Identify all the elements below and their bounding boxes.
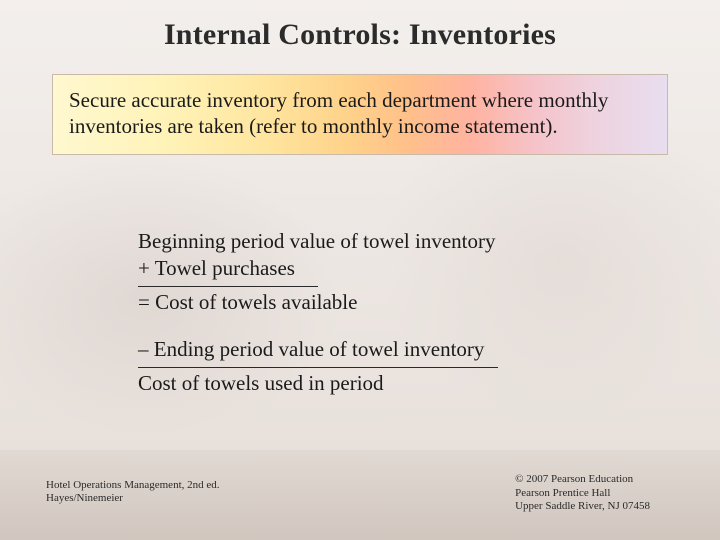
- slide: Internal Controls: Inventories Secure ac…: [0, 0, 720, 540]
- calc-line-1: Beginning period value of towel inventor…: [138, 228, 608, 255]
- slide-title: Internal Controls: Inventories: [0, 18, 720, 52]
- callout-box: Secure accurate inventory from each depa…: [52, 74, 668, 155]
- rule-after-ending: [138, 367, 498, 368]
- footer-right-line1: © 2007 Pearson Education: [515, 473, 650, 487]
- rule-after-purchases: [138, 286, 318, 287]
- footer-left-line2: Hayes/Ninemeier: [46, 492, 220, 506]
- footer-right-line2: Pearson Prentice Hall: [515, 487, 650, 501]
- calc-line-3: = Cost of towels available: [138, 289, 608, 316]
- calc-line-5: Cost of towels used in period: [138, 370, 608, 397]
- footer-left: Hotel Operations Management, 2nd ed. Hay…: [46, 479, 220, 507]
- calc-line-4: – Ending period value of towel inventory: [138, 336, 608, 363]
- footer-right-line3: Upper Saddle River, NJ 07458: [515, 500, 650, 514]
- calc-line-2: + Towel purchases: [138, 255, 608, 282]
- footer-right: © 2007 Pearson Education Pearson Prentic…: [515, 473, 650, 514]
- callout-text: Secure accurate inventory from each depa…: [69, 88, 608, 138]
- calculation-block: Beginning period value of towel inventor…: [138, 228, 608, 396]
- footer-left-line1: Hotel Operations Management, 2nd ed.: [46, 479, 220, 493]
